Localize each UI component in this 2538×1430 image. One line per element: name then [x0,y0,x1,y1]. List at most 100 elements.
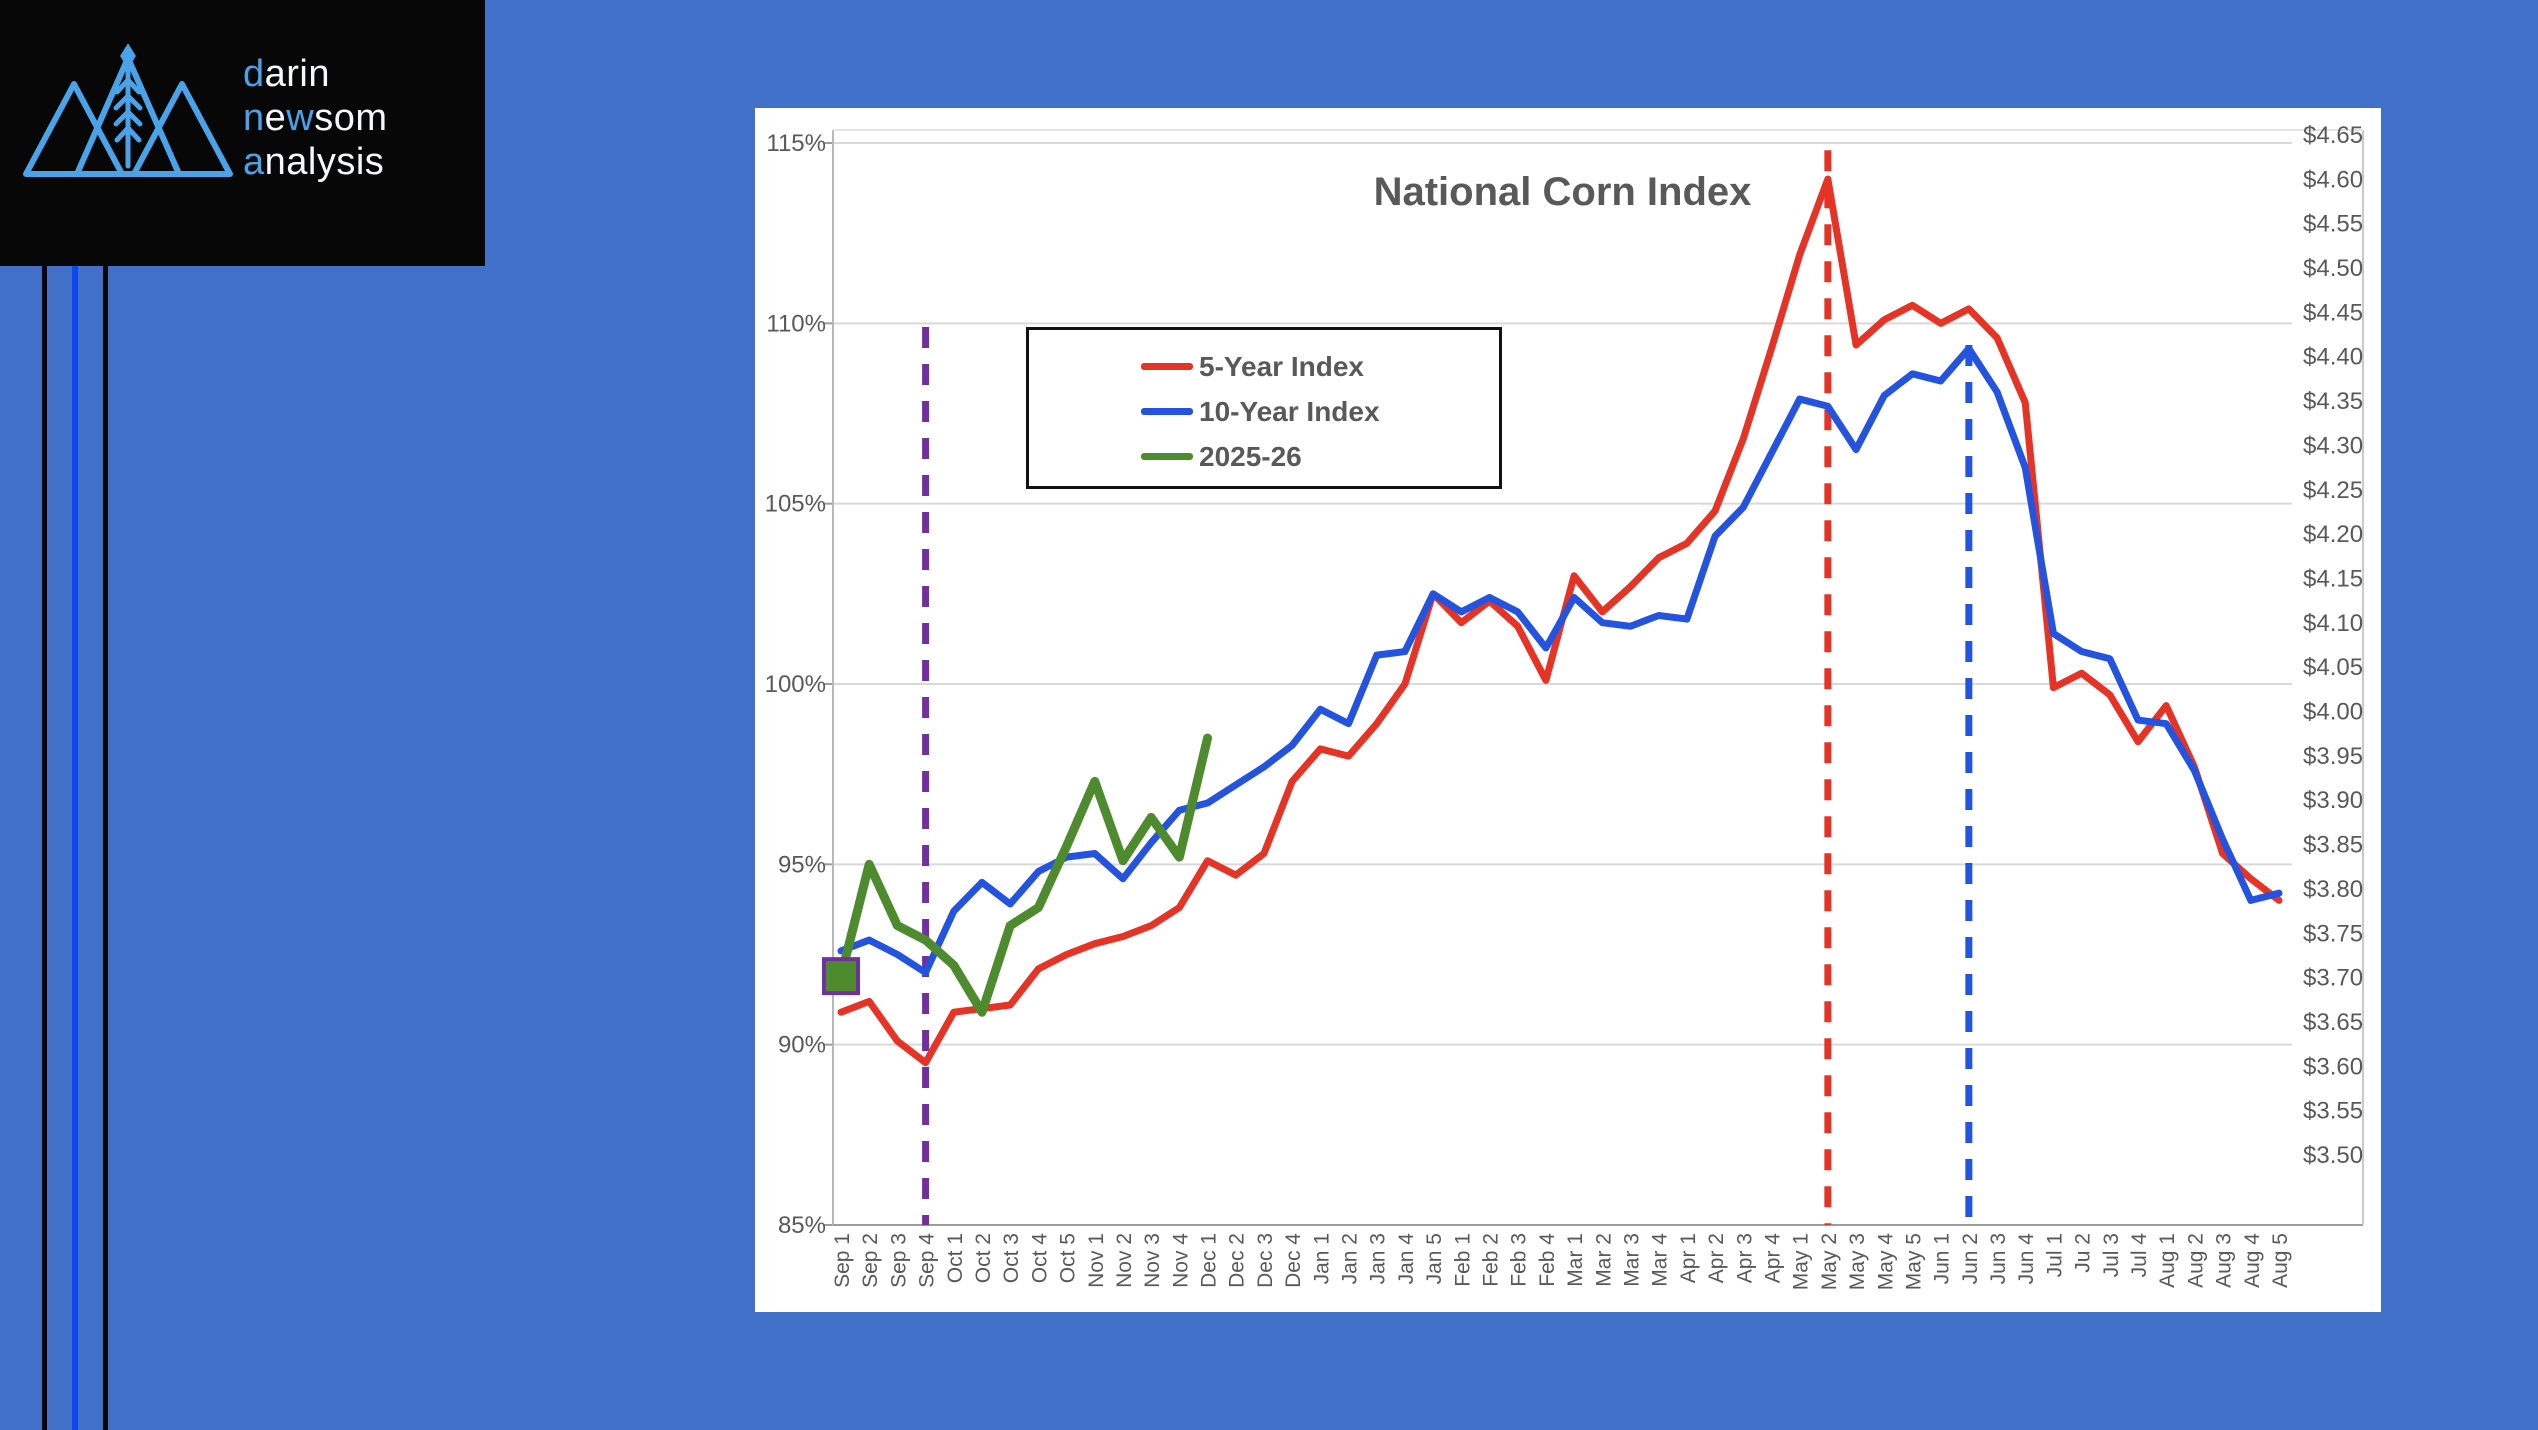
x-axis-label-Feb 2: Feb 2 [1480,1233,1503,1287]
x-axis-label-Mar 1: Mar 1 [1564,1233,1587,1287]
x-axis-label-May 3: May 3 [1846,1233,1869,1290]
x-axis-label-Sep 4: Sep 4 [916,1233,939,1288]
x-axis-label-Aug 2: Aug 2 [2184,1233,2207,1288]
x-axis-label-Mar 4: Mar 4 [1649,1233,1672,1287]
vertical-stripe-black-right [103,0,108,1430]
x-axis-label-Jan 2: Jan 2 [1339,1233,1362,1284]
legend-label: 2025-26 [1199,440,1302,472]
logo-line-analysis: analysis [243,141,385,183]
x-axis-label-Aug 4: Aug 4 [2241,1233,2264,1288]
x-axis-label-Jun 3: Jun 3 [1987,1233,2010,1284]
x-axis-label-Oct 4: Oct 4 [1028,1233,1051,1284]
left-axis-label-100%: 100% [765,671,826,698]
mountains-wheat-logo-icon [23,43,233,177]
right-axis-label-$4.50: $4.50 [2303,255,2363,282]
legend-item-5-year: 5-Year Index [1029,344,1499,389]
series-line-2025-26 [836,733,1213,1017]
vertical-stripe-bright-blue [72,0,78,1430]
legend-item-10-year: 10-Year Index [1029,389,1499,434]
x-axis-label-Sep 3: Sep 3 [887,1233,910,1288]
right-axis-label-$4.05: $4.05 [2303,654,2363,681]
x-axis-label-Apr 4: Apr 4 [1761,1233,1784,1284]
x-axis-label-Aug 1: Aug 1 [2156,1233,2179,1288]
right-axis-label-$3.50: $3.50 [2303,1142,2363,1169]
x-axis-label-Jul 1: Jul 1 [2043,1233,2066,1277]
right-axis-label-$3.90: $3.90 [2303,787,2363,814]
x-axis-label-Oct 2: Oct 2 [972,1233,995,1283]
x-axis-label-Aug 5: Aug 5 [2269,1233,2292,1288]
x-axis-label-Jan 3: Jan 3 [1367,1233,1390,1284]
right-axis-label-$4.15: $4.15 [2303,565,2363,592]
right-axis-label-$4.45: $4.45 [2303,299,2363,326]
x-axis-label-Mar 3: Mar 3 [1620,1233,1643,1287]
x-axis-label-Mar 2: Mar 2 [1592,1233,1615,1287]
x-axis-label-May 4: May 4 [1874,1233,1897,1291]
dna-logo: darin newsom analysis [0,0,485,266]
x-axis-label-Jan 5: Jan 5 [1423,1233,1446,1284]
right-axis-label-$3.95: $3.95 [2303,743,2363,770]
series-line-10-Year Index [837,345,2283,977]
x-axis-label-Nov 3: Nov 3 [1141,1233,1164,1288]
x-axis-label-Dec 4: Dec 4 [1282,1233,1305,1288]
vertical-stripe-black-left [42,0,47,1430]
logo-text: darin newsom analysis [243,52,388,184]
right-axis-label-$3.60: $3.60 [2303,1053,2363,1080]
x-axis-label-May 2: May 2 [1818,1233,1841,1290]
x-axis-label-Dec 2: Dec 2 [1226,1233,1249,1288]
x-axis-label-Aug 3: Aug 3 [2213,1233,2236,1288]
right-axis-label-$4.00: $4.00 [2303,699,2363,726]
right-axis-label-$3.80: $3.80 [2303,876,2363,903]
right-axis-label-$3.85: $3.85 [2303,832,2363,859]
right-axis-label-$3.75: $3.75 [2303,920,2363,947]
right-axis-label-$3.65: $3.65 [2303,1009,2363,1036]
left-axis-label-115%: 115% [766,130,826,157]
right-axis-label-$4.40: $4.40 [2303,344,2363,371]
left-axis-label-105%: 105% [765,491,826,518]
right-axis-label-$4.30: $4.30 [2303,432,2363,459]
x-axis-label-Jun 2: Jun 2 [1959,1233,1982,1284]
x-axis-label-Jun 4: Jun 4 [2015,1233,2038,1285]
right-axis-label-$3.55: $3.55 [2303,1098,2363,1125]
legend-label: 10-Year Index [1199,395,1380,427]
x-axis-label-Jul 4: Jul 4 [2128,1233,2151,1278]
right-axis-label-$3.70: $3.70 [2303,965,2363,992]
right-axis-label-$4.20: $4.20 [2303,521,2363,548]
x-axis-label-Jan 1: Jan 1 [1310,1233,1333,1284]
right-axis-label-$4.10: $4.10 [2303,610,2363,637]
x-axis-label-Feb 1: Feb 1 [1451,1233,1474,1287]
chart-title: National Corn Index [1373,170,1752,214]
x-axis-label-Oct 5: Oct 5 [1057,1233,1080,1283]
x-axis-label-Nov 1: Nov 1 [1085,1233,1108,1288]
right-axis-label-$4.35: $4.35 [2303,388,2363,415]
right-axis-label-$4.65: $4.65 [2303,122,2363,149]
wheat-icon [113,43,143,169]
x-axis-label-Sep 1: Sep 1 [831,1233,854,1288]
series-start-marker-2025-26 [822,957,860,996]
x-axis-label-Sep 2: Sep 2 [859,1233,882,1288]
x-axis-label-Apr 2: Apr 2 [1705,1233,1728,1283]
x-axis-label-Ju 2: Ju 2 [2072,1233,2095,1273]
x-axis-label-Apr 3: Apr 3 [1733,1233,1756,1283]
logo-line-newsom: newsom [243,97,388,139]
legend-item-2025-26: 2025-26 [1029,434,1499,479]
x-axis-label-Dec 3: Dec 3 [1254,1233,1277,1288]
legend-swatch-blue [1141,408,1193,415]
x-axis-label-Jun 1: Jun 1 [1931,1233,1954,1284]
x-axis-label-Oct 3: Oct 3 [1000,1233,1023,1283]
legend-swatch-red [1141,363,1193,370]
x-axis-label-Nov 4: Nov 4 [1169,1233,1192,1288]
right-axis-label-$4.60: $4.60 [2303,166,2363,193]
left-axis-label-95%: 95% [778,851,826,878]
right-axis-label-$4.55: $4.55 [2303,211,2363,238]
chart-panel [755,108,2381,1312]
legend-label: 5-Year Index [1199,350,1364,382]
x-axis-label-Nov 2: Nov 2 [1113,1233,1136,1288]
x-axis-label-Feb 4: Feb 4 [1536,1233,1559,1287]
x-axis-label-May 1: May 1 [1790,1233,1813,1290]
legend-swatch-green [1141,453,1193,460]
x-axis-label-Feb 3: Feb 3 [1508,1233,1531,1287]
left-axis-label-85%: 85% [778,1212,826,1239]
x-axis-label-Apr 1: Apr 1 [1677,1233,1700,1283]
right-axis-label-$4.25: $4.25 [2303,477,2363,504]
